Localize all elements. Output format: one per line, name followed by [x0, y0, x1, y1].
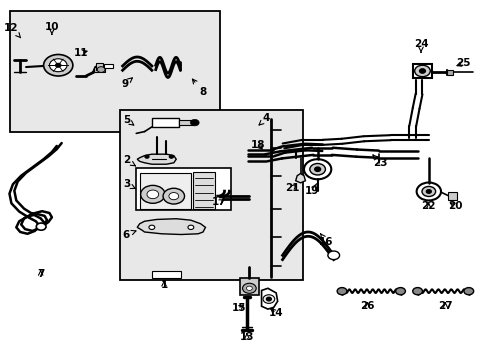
Circle shape — [147, 190, 158, 199]
Text: 10: 10 — [44, 22, 59, 34]
Bar — [193, 172, 215, 210]
Bar — [446, 70, 452, 75]
Bar — [10, 12, 220, 132]
Polygon shape — [137, 154, 176, 164]
Text: 17: 17 — [211, 197, 226, 207]
Text: 24: 24 — [413, 40, 427, 52]
Circle shape — [169, 155, 173, 158]
Text: 19: 19 — [304, 184, 318, 197]
Text: 14: 14 — [268, 309, 283, 318]
Circle shape — [36, 223, 46, 230]
Text: 1: 1 — [160, 280, 167, 290]
Text: 7: 7 — [37, 269, 44, 279]
Circle shape — [304, 159, 330, 179]
Text: 13: 13 — [239, 332, 254, 342]
Circle shape — [97, 67, 105, 72]
Circle shape — [43, 54, 73, 76]
Bar — [96, 63, 103, 69]
Text: 22: 22 — [421, 201, 435, 211]
Text: 12: 12 — [4, 23, 20, 38]
Circle shape — [168, 193, 178, 200]
Text: 23: 23 — [372, 155, 386, 168]
Circle shape — [327, 251, 339, 260]
Bar — [239, 278, 259, 296]
Polygon shape — [295, 174, 305, 183]
Circle shape — [49, 59, 67, 72]
Circle shape — [395, 288, 405, 295]
Bar — [136, 168, 231, 211]
Text: 6: 6 — [122, 230, 136, 239]
Circle shape — [141, 185, 164, 203]
Text: 4: 4 — [259, 113, 269, 125]
Circle shape — [187, 225, 193, 229]
Circle shape — [55, 63, 61, 67]
Text: 11: 11 — [74, 48, 88, 58]
Bar — [412, 64, 431, 78]
Circle shape — [421, 186, 435, 197]
Circle shape — [416, 183, 440, 201]
Bar — [152, 118, 178, 127]
Circle shape — [314, 167, 320, 171]
Circle shape — [190, 120, 199, 126]
Circle shape — [336, 288, 346, 295]
Bar — [104, 64, 113, 68]
Bar — [120, 110, 303, 280]
Circle shape — [263, 295, 274, 303]
Circle shape — [419, 69, 425, 73]
Bar — [152, 271, 181, 278]
Circle shape — [242, 283, 256, 293]
Bar — [140, 173, 190, 209]
Circle shape — [309, 163, 325, 175]
Circle shape — [426, 190, 430, 193]
Circle shape — [412, 288, 422, 295]
Text: 15: 15 — [231, 303, 245, 314]
Circle shape — [145, 155, 149, 158]
Text: 21: 21 — [285, 183, 299, 193]
Polygon shape — [261, 288, 277, 309]
Bar — [94, 67, 105, 72]
Text: 3: 3 — [122, 179, 135, 189]
Circle shape — [163, 188, 184, 204]
Text: 9: 9 — [121, 78, 132, 89]
Text: 8: 8 — [192, 79, 206, 97]
Circle shape — [246, 286, 252, 291]
Text: 20: 20 — [447, 201, 462, 211]
Bar — [447, 192, 456, 200]
Text: 18: 18 — [250, 140, 265, 150]
Circle shape — [266, 297, 271, 301]
Bar — [178, 120, 193, 126]
Circle shape — [414, 65, 429, 77]
Text: 25: 25 — [455, 58, 469, 68]
Circle shape — [149, 225, 155, 229]
Text: 26: 26 — [359, 301, 374, 311]
Text: 27: 27 — [437, 301, 452, 311]
Circle shape — [463, 288, 473, 295]
Polygon shape — [137, 219, 205, 234]
Text: 5: 5 — [122, 115, 134, 125]
Text: 16: 16 — [319, 234, 333, 247]
Text: 2: 2 — [122, 155, 135, 166]
